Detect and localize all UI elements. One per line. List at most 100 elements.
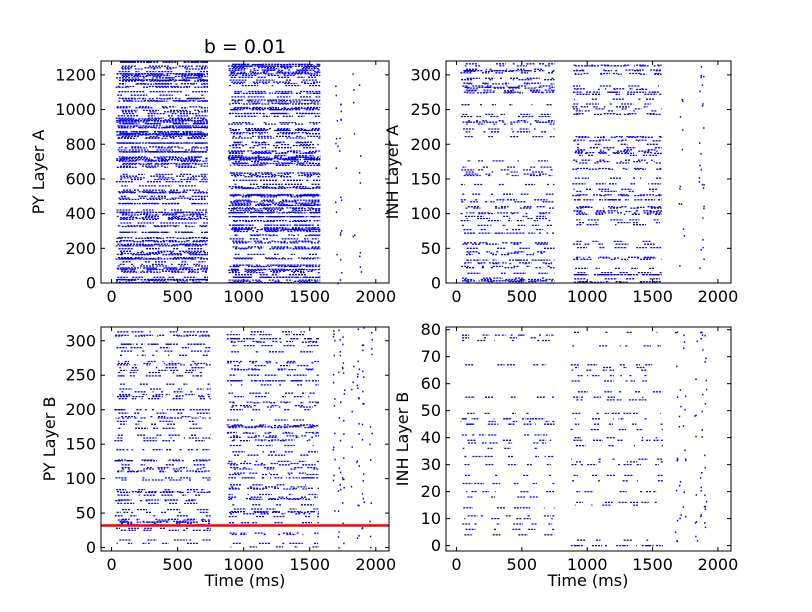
spike-dots: [460, 331, 708, 547]
late-spike: [700, 66, 703, 68]
late-spike: [695, 494, 697, 496]
late-spike: [369, 535, 372, 538]
late-spike: [350, 485, 353, 488]
late-spike: [678, 415, 681, 418]
late-spike: [358, 423, 360, 425]
y-tick-label: 200: [410, 135, 441, 154]
late-spike: [343, 542, 345, 545]
late-spike: [361, 493, 364, 495]
late-spike: [362, 402, 364, 405]
late-spike: [339, 234, 342, 236]
late-spike: [340, 199, 343, 201]
x-tick-label: 1500: [289, 555, 330, 574]
y-tick-label: 100: [65, 469, 96, 488]
late-spike: [701, 331, 703, 334]
y-tick-label: 50: [76, 504, 96, 523]
late-spike: [683, 334, 685, 337]
late-spike: [683, 341, 686, 343]
late-spike: [703, 75, 705, 78]
late-spike: [334, 510, 336, 512]
late-spike: [335, 211, 338, 214]
late-spike: [342, 367, 344, 370]
y-tick-label: 70: [421, 347, 441, 366]
late-spike: [357, 328, 359, 330]
spike-dots: [115, 61, 363, 285]
late-spike: [336, 120, 339, 122]
late-spike: [342, 336, 344, 338]
x-tick-label: 1000: [567, 287, 608, 306]
late-spike: [339, 339, 341, 341]
late-spike: [339, 279, 342, 281]
late-spike: [700, 153, 702, 155]
late-spike: [357, 504, 359, 507]
y-tick-label: 100: [410, 204, 441, 223]
late-spike: [704, 334, 706, 337]
late-spike: [359, 207, 361, 210]
late-spike: [701, 436, 703, 438]
late-spike: [676, 459, 678, 462]
late-spike: [371, 348, 373, 350]
late-spike: [343, 478, 345, 481]
late-spike: [359, 252, 362, 254]
late-spike: [353, 133, 356, 135]
late-spike: [676, 519, 679, 522]
late-spike: [680, 514, 682, 516]
late-spike: [371, 331, 373, 334]
late-spike: [359, 182, 362, 184]
late-spike: [681, 99, 683, 101]
late-spike: [340, 110, 342, 113]
late-spike: [704, 361, 706, 363]
y-tick-labels: 0 200 400 600 800 1000 1200: [55, 65, 96, 292]
late-spike: [339, 137, 341, 140]
late-spike: [683, 491, 685, 494]
late-spike: [339, 351, 341, 353]
x-tick-label: 2000: [698, 287, 739, 306]
late-spike: [703, 184, 705, 186]
panel-inh-layer-a: 0 500 1000 1500 2000 0 50 100 150 200 250 300 INH …: [383, 60, 739, 306]
late-spike: [333, 405, 336, 407]
late-spike: [679, 481, 682, 483]
y-tick-label: 30: [421, 455, 441, 474]
late-spike: [342, 478, 344, 481]
y-tick-label: 250: [410, 100, 441, 119]
late-spike: [342, 362, 345, 364]
late-spike: [371, 353, 373, 356]
late-spike: [680, 203, 683, 205]
late-spike: [338, 531, 340, 533]
late-spike: [340, 401, 342, 403]
late-spike: [370, 546, 372, 549]
late-spike: [682, 228, 685, 230]
y-axis-label: INH Layer B: [393, 392, 412, 486]
late-spike: [339, 484, 341, 486]
y-tick-label: 60: [421, 374, 441, 393]
y-axis-label: INH Layer A: [383, 125, 402, 220]
late-spike: [704, 454, 706, 457]
late-spike: [701, 472, 703, 474]
late-spike: [343, 433, 345, 435]
late-spike: [339, 439, 342, 442]
late-spike: [332, 381, 335, 384]
late-spike: [341, 271, 343, 274]
x-tick-labels: 0 500 1000 1500 2000: [106, 287, 396, 306]
late-spike: [337, 145, 339, 148]
late-spike: [371, 432, 373, 435]
late-spike: [351, 388, 353, 391]
y-tick-label: 200: [65, 239, 96, 258]
late-spike: [358, 368, 360, 371]
late-spike: [702, 349, 704, 351]
plot-frame: [445, 326, 732, 552]
late-spike: [696, 340, 698, 343]
late-spike: [679, 185, 681, 188]
late-spike: [699, 142, 701, 144]
late-spike: [356, 384, 358, 387]
late-spike: [698, 181, 701, 183]
y-axis-label: PY Layer A: [29, 130, 48, 215]
late-spike: [678, 425, 681, 428]
late-spike: [695, 378, 697, 380]
y-tick-labels: 0 10 20 30 40 50 60 70 80: [421, 320, 441, 555]
late-spike: [682, 129, 684, 131]
late-spike: [361, 439, 364, 441]
x-tick-label: 500: [162, 555, 193, 574]
late-spike: [357, 376, 359, 378]
